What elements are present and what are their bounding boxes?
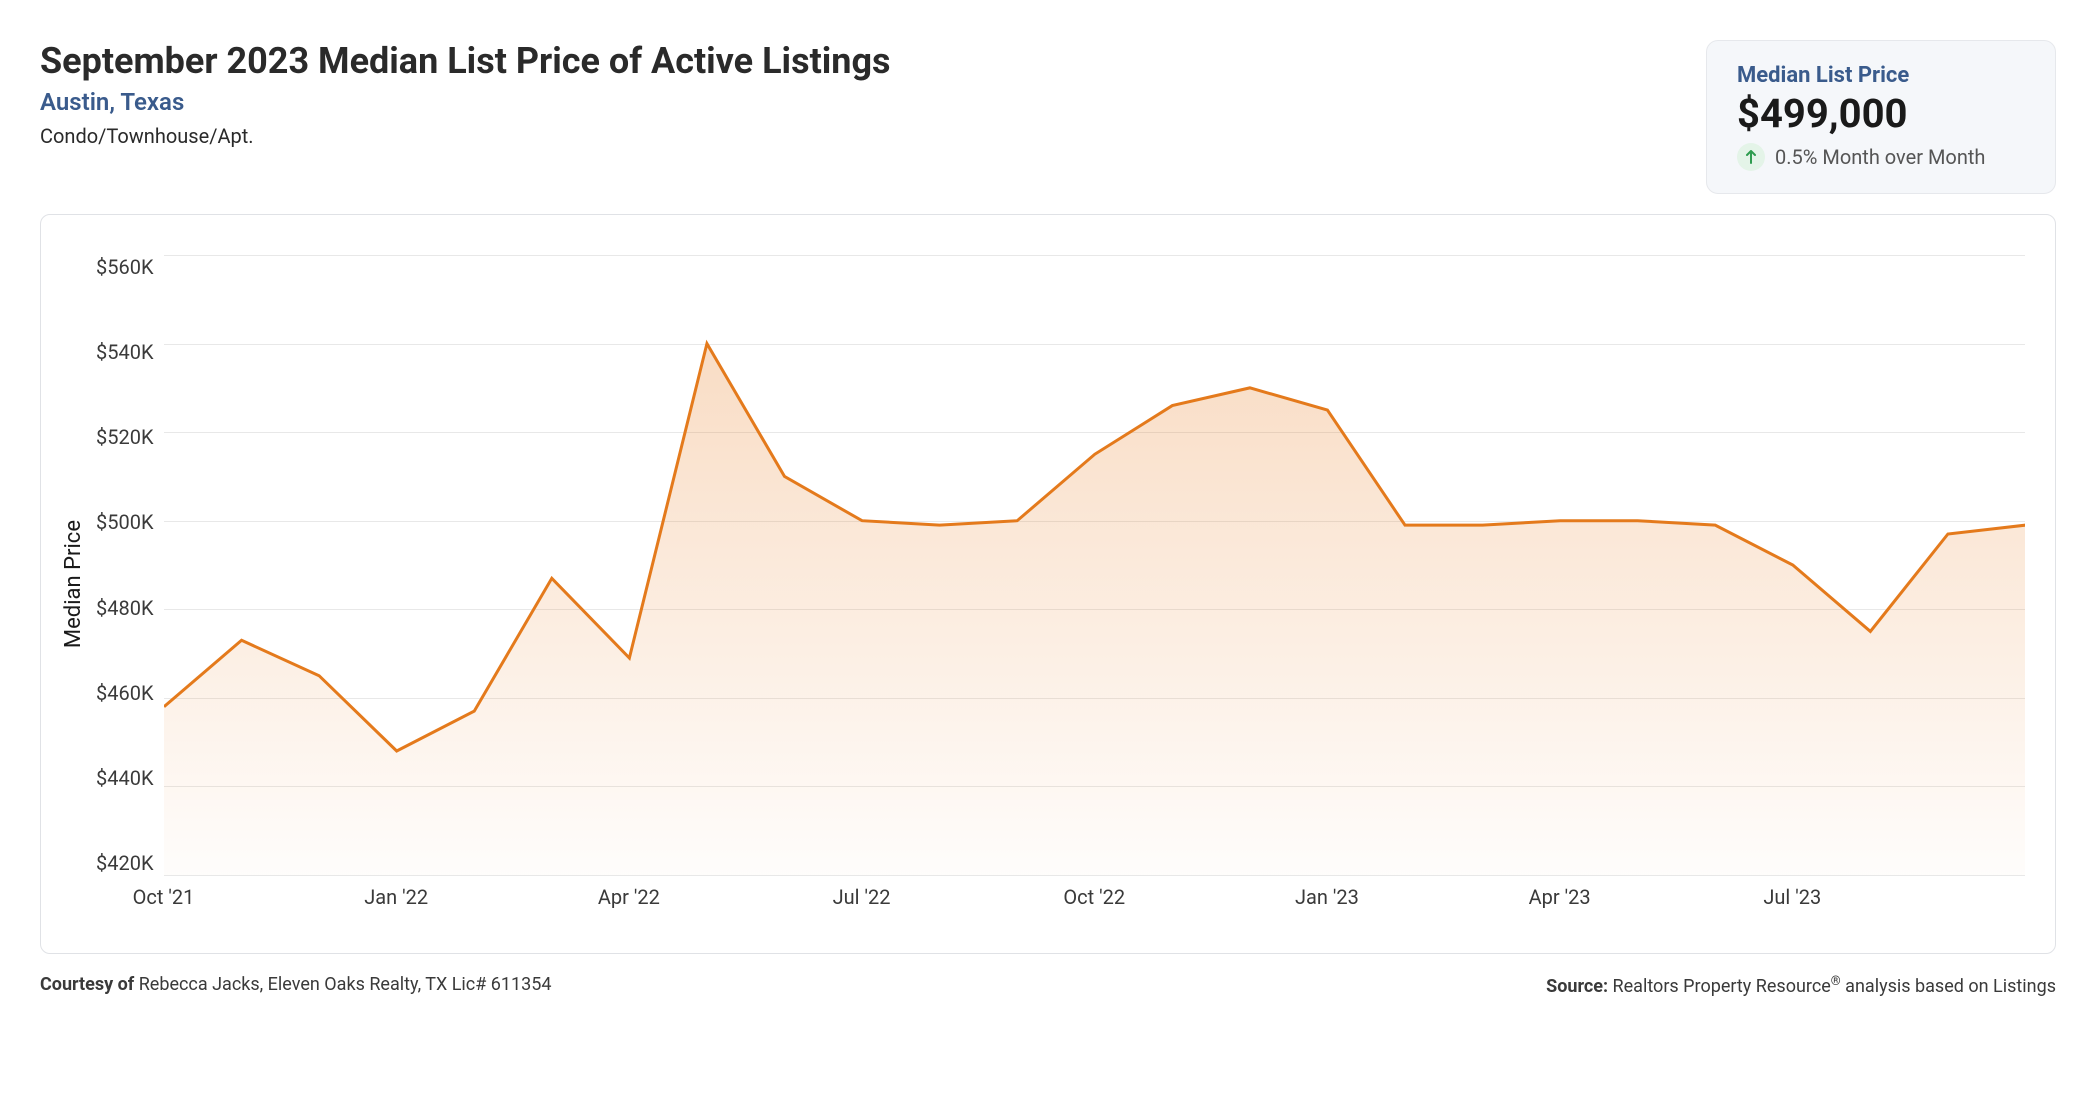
stat-value: $499,000 bbox=[1737, 90, 2025, 137]
courtesy-label: Courtesy of bbox=[40, 974, 134, 995]
y-tick-label: $440K bbox=[96, 766, 154, 790]
footer-row: Courtesy of Rebecca Jacks, Eleven Oaks R… bbox=[40, 974, 2056, 997]
x-axis-ticks: Oct '21Jan '22Apr '22Jul '22Oct '22Jan '… bbox=[164, 885, 2025, 925]
stat-card: Median List Price $499,000 0.5% Month ov… bbox=[1706, 40, 2056, 194]
courtesy-value: Rebecca Jacks, Eleven Oaks Realty, TX Li… bbox=[139, 974, 552, 995]
x-tick-label: Jan '23 bbox=[1295, 885, 1359, 909]
property-category: Condo/Townhouse/Apt. bbox=[40, 124, 1706, 148]
chart-container: Median Price $560K $540K $520K $500K $480K $4… bbox=[40, 214, 2056, 954]
y-tick-label: $420K bbox=[96, 851, 154, 875]
arrow-up-icon bbox=[1737, 143, 1765, 171]
y-tick-label: $520K bbox=[96, 425, 154, 449]
stat-change: 0.5% Month over Month bbox=[1737, 143, 2025, 171]
y-tick-label: $560K bbox=[96, 255, 154, 279]
y-tick-label: $480K bbox=[96, 596, 154, 620]
header-left: September 2023 Median List Price of Acti… bbox=[40, 40, 1706, 148]
x-tick-label: Apr '23 bbox=[1529, 885, 1591, 909]
y-tick-label: $500K bbox=[96, 510, 154, 534]
chart-series bbox=[164, 255, 2025, 875]
source-label: Source: bbox=[1546, 976, 1608, 997]
x-tick-label: Oct '22 bbox=[1063, 885, 1125, 909]
source-text: Source: Realtors Property Resource® anal… bbox=[1546, 974, 2056, 997]
location-subtitle: Austin, Texas bbox=[40, 88, 1706, 116]
x-tick-label: Apr '22 bbox=[598, 885, 660, 909]
x-tick-label: Jul '23 bbox=[1763, 885, 1821, 909]
source-suffix: analysis based on Listings bbox=[1841, 976, 2056, 997]
x-tick-label: Jan '22 bbox=[364, 885, 428, 909]
registered-mark: ® bbox=[1831, 974, 1841, 989]
source-prefix: Realtors Property Resource bbox=[1613, 976, 1831, 997]
plot-area bbox=[164, 255, 2025, 875]
courtesy-text: Courtesy of Rebecca Jacks, Eleven Oaks R… bbox=[40, 974, 551, 997]
stat-label: Median List Price bbox=[1737, 63, 2025, 88]
x-tick-label: Oct '21 bbox=[133, 885, 195, 909]
y-axis-ticks: $560K $540K $520K $500K $480K $460K $440K $420K bbox=[96, 255, 164, 875]
page-title: September 2023 Median List Price of Acti… bbox=[40, 40, 1706, 82]
grid-line bbox=[164, 875, 2025, 876]
stat-change-text: 0.5% Month over Month bbox=[1775, 145, 1985, 169]
x-tick-label: Jul '22 bbox=[833, 885, 891, 909]
y-tick-label: $460K bbox=[96, 681, 154, 705]
y-axis-label: Median Price bbox=[61, 520, 86, 648]
header-row: September 2023 Median List Price of Acti… bbox=[40, 40, 2056, 194]
y-tick-label: $540K bbox=[96, 340, 154, 364]
